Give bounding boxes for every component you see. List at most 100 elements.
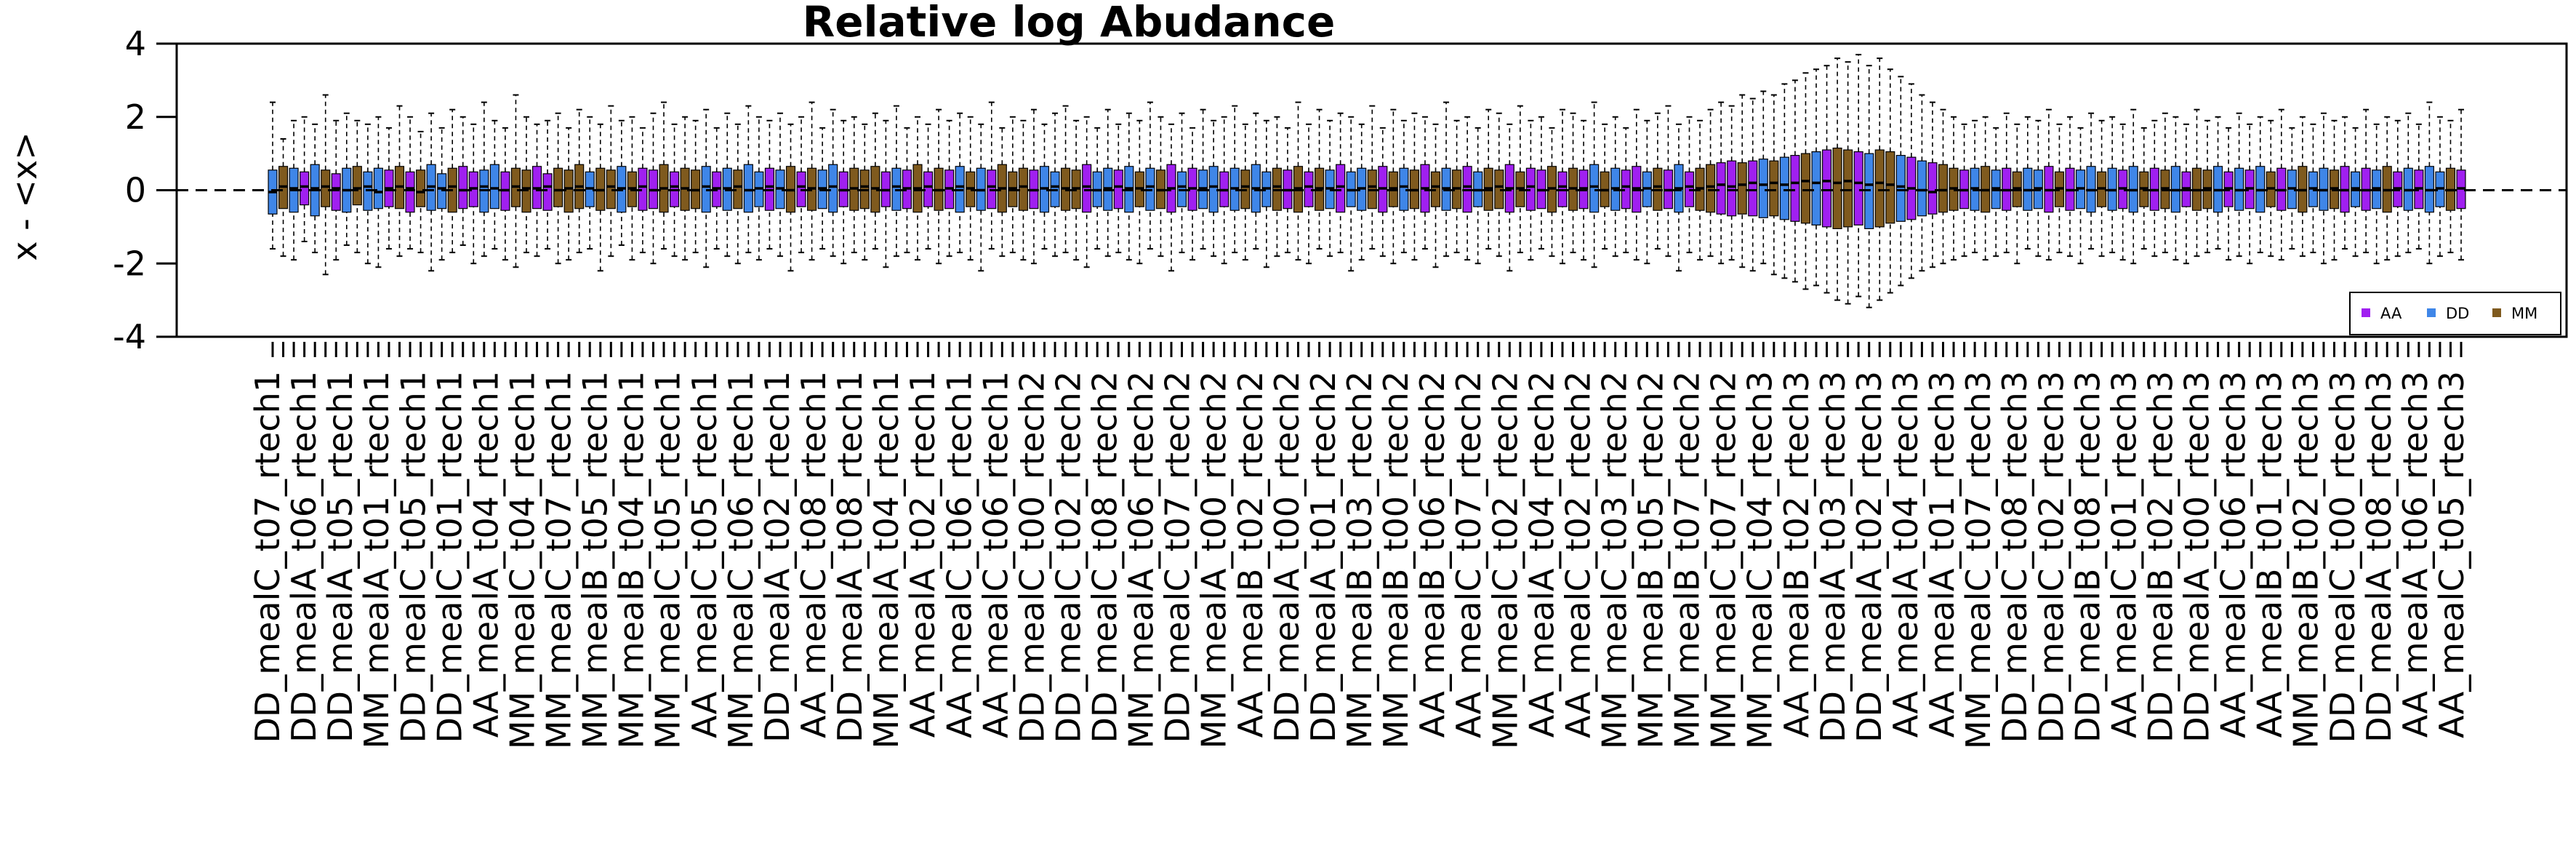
box bbox=[2118, 123, 2128, 261]
box-iqr bbox=[373, 167, 383, 209]
box bbox=[1155, 116, 1166, 257]
x-tick-label: MM_mealC_t07_rtech2 bbox=[1704, 371, 1744, 749]
box bbox=[2382, 116, 2392, 261]
x-tick-label: MM_mealC_t05_rtech1 bbox=[649, 371, 688, 749]
x-tick-label: MM_mealA_t04_rtech1 bbox=[867, 371, 906, 748]
box bbox=[331, 119, 341, 261]
box bbox=[2139, 127, 2149, 250]
x-tick-label: DD_mealA_t00_rtech2 bbox=[1267, 371, 1307, 743]
box-iqr bbox=[1895, 155, 1906, 222]
box-iqr bbox=[416, 169, 426, 207]
x-tick-label: DD_mealA_t05_rtech1 bbox=[321, 371, 360, 743]
box bbox=[300, 116, 310, 243]
box bbox=[2456, 108, 2466, 261]
box-iqr bbox=[1716, 162, 1726, 215]
box bbox=[1589, 101, 1600, 268]
box bbox=[1430, 123, 1441, 268]
box bbox=[2308, 123, 2318, 254]
box bbox=[1864, 65, 1874, 308]
box bbox=[976, 123, 986, 272]
box bbox=[1906, 83, 1917, 279]
x-tick-label: AA_mealA_t04_rtech1 bbox=[466, 371, 505, 738]
box bbox=[2023, 116, 2033, 250]
x-tick-label: DD_mealA_t08_rtech3 bbox=[2359, 371, 2399, 743]
box bbox=[1737, 94, 1747, 268]
box bbox=[680, 116, 690, 261]
box bbox=[2054, 123, 2065, 254]
box bbox=[2414, 123, 2424, 250]
box bbox=[955, 112, 965, 254]
box-iqr bbox=[542, 173, 553, 211]
x-tick-label: DD_mealC_t00_rtech2 bbox=[1012, 371, 1051, 743]
box bbox=[1811, 68, 1821, 287]
box bbox=[2160, 112, 2170, 254]
box bbox=[1610, 116, 1621, 257]
x-tick-label: AA_mealA_t01_rtech3 bbox=[1922, 371, 1962, 738]
box bbox=[1949, 116, 1959, 261]
y-tick-label: 4 bbox=[125, 24, 146, 63]
box bbox=[880, 119, 891, 268]
legend-label: AA bbox=[2380, 305, 2402, 322]
x-tick-label: DD_mealA_t00_rtech3 bbox=[2178, 371, 2217, 743]
box bbox=[437, 127, 447, 261]
box-iqr bbox=[1113, 169, 1123, 209]
box bbox=[1293, 101, 1304, 261]
box-iqr bbox=[1790, 155, 1800, 222]
box-iqr bbox=[1853, 151, 1863, 225]
box bbox=[585, 116, 595, 250]
box bbox=[2128, 108, 2138, 265]
box bbox=[2372, 123, 2382, 265]
chart-title: Relative log Abudance bbox=[803, 0, 1336, 47]
box-iqr bbox=[1832, 147, 1842, 229]
box bbox=[997, 127, 1007, 257]
box-iqr bbox=[1758, 159, 1768, 218]
box bbox=[944, 119, 955, 257]
box bbox=[1134, 119, 1144, 265]
box bbox=[2002, 112, 2012, 254]
box bbox=[1272, 116, 1282, 257]
box bbox=[691, 119, 701, 254]
box bbox=[2266, 119, 2276, 257]
box bbox=[574, 108, 585, 254]
box-iqr bbox=[321, 169, 331, 207]
box bbox=[1092, 127, 1102, 250]
legend-label: DD bbox=[2446, 305, 2469, 322]
box bbox=[2298, 116, 2308, 257]
box bbox=[1515, 105, 1525, 254]
box bbox=[606, 105, 616, 257]
box bbox=[521, 116, 531, 254]
x-tick-label: MM_mealC_t03_rtech2 bbox=[1594, 371, 1634, 749]
box-iqr bbox=[1779, 156, 1789, 220]
box bbox=[1684, 116, 1695, 254]
box bbox=[1483, 108, 1493, 250]
x-tick-label: MM_mealB_t07_rtech2 bbox=[1668, 371, 1707, 749]
box bbox=[838, 119, 848, 265]
x-tick-label: DD_mealC_t07_rtech2 bbox=[1158, 371, 1197, 743]
box bbox=[1917, 94, 1927, 272]
box-iqr bbox=[1811, 151, 1821, 225]
x-tick-label: DD_mealC_t08_rtech3 bbox=[1995, 371, 2034, 743]
box bbox=[2097, 119, 2107, 257]
box bbox=[479, 101, 489, 257]
box bbox=[2202, 119, 2212, 254]
x-tick-label: MM_mealB_t00_rtech2 bbox=[1376, 371, 1416, 749]
x-tick-label: MM_mealC_t04_rtech3 bbox=[1741, 371, 1780, 749]
box bbox=[373, 116, 383, 268]
box-iqr bbox=[1885, 151, 1895, 224]
box-iqr bbox=[1843, 149, 1853, 228]
legend-swatch bbox=[2492, 308, 2501, 317]
box bbox=[1970, 119, 1980, 254]
box bbox=[1981, 116, 1991, 261]
box-iqr bbox=[489, 164, 499, 209]
box bbox=[2181, 123, 2191, 265]
box bbox=[617, 119, 627, 247]
x-tick-label: DD_mealC_t08_rtech2 bbox=[1086, 371, 1125, 743]
box bbox=[1304, 123, 1314, 265]
x-axis-ticks bbox=[271, 342, 2463, 357]
box bbox=[1050, 112, 1060, 257]
x-tick-label: DD_mealC_t05_rtech1 bbox=[393, 371, 433, 743]
box bbox=[1113, 123, 1123, 254]
box bbox=[2033, 119, 2043, 257]
y-tick-label: -4 bbox=[113, 317, 146, 356]
